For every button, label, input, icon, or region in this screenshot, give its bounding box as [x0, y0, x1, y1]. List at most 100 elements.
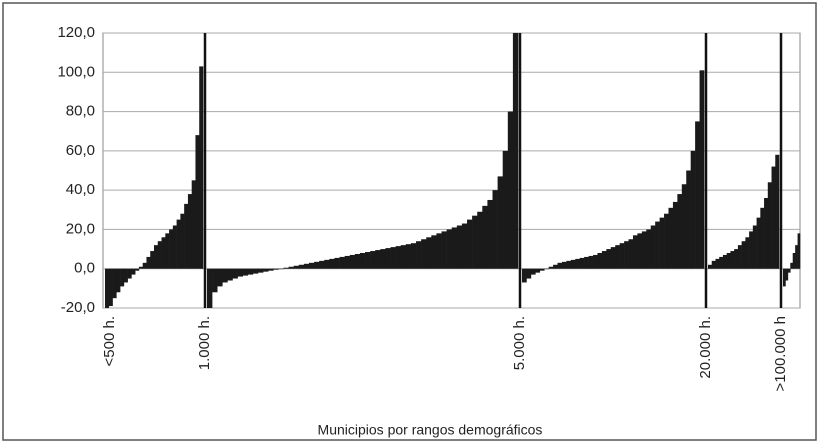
bar — [212, 268, 218, 293]
bar — [283, 267, 289, 269]
bar — [116, 268, 121, 293]
bar — [760, 207, 765, 269]
bar — [359, 253, 366, 269]
bar — [637, 233, 643, 269]
bar — [655, 221, 660, 269]
bar — [242, 268, 249, 276]
bar — [730, 251, 735, 269]
bar — [169, 229, 174, 269]
bar — [764, 198, 769, 269]
bar — [711, 260, 716, 269]
bar — [539, 268, 545, 271]
bar — [135, 268, 140, 271]
bar — [610, 247, 616, 269]
bar — [157, 241, 162, 269]
bar — [123, 268, 128, 283]
x-tick-label: 20.000 h. — [697, 316, 714, 379]
bar — [161, 237, 166, 269]
bar — [497, 176, 504, 269]
bar — [646, 229, 652, 269]
bar — [334, 257, 340, 269]
bar — [400, 245, 407, 269]
bar — [502, 150, 509, 269]
bar — [783, 268, 786, 287]
bar — [575, 258, 581, 269]
bar — [526, 268, 532, 279]
bar — [472, 215, 478, 269]
bar — [390, 247, 396, 269]
bar — [344, 255, 351, 269]
bar — [708, 264, 713, 269]
bar — [252, 268, 259, 274]
y-tick-label: 80,0 — [66, 103, 95, 120]
bar — [544, 268, 549, 270]
bar — [461, 223, 468, 269]
y-tick-label: 120,0 — [57, 24, 95, 41]
x-tick-label: 5.000 h. — [511, 316, 528, 370]
bar — [303, 263, 310, 269]
y-tick-label: 40,0 — [66, 181, 95, 198]
bar — [380, 249, 386, 269]
bar — [686, 170, 691, 269]
bar — [324, 259, 330, 269]
bar — [410, 243, 417, 269]
bar — [715, 258, 720, 269]
bar — [677, 194, 683, 269]
bar — [150, 251, 155, 269]
x-tick-label: >100.000 h — [772, 316, 789, 392]
bar — [756, 217, 761, 269]
bar — [421, 239, 427, 269]
bar — [349, 254, 356, 269]
bar — [659, 217, 665, 269]
bar — [436, 233, 442, 269]
bar — [593, 254, 598, 269]
bar — [792, 253, 796, 269]
bar — [749, 231, 754, 269]
bar — [195, 135, 200, 269]
bar — [247, 268, 254, 275]
bar — [672, 201, 678, 269]
bar — [451, 227, 458, 269]
bar — [681, 184, 687, 269]
bar — [217, 268, 223, 287]
bar — [566, 260, 572, 269]
bar — [207, 268, 213, 308]
bar — [752, 225, 757, 269]
bar — [395, 246, 402, 269]
bar — [180, 213, 185, 269]
bar — [293, 265, 300, 269]
bar — [431, 235, 437, 269]
bar — [771, 166, 776, 269]
bar — [615, 245, 620, 269]
bar — [579, 257, 585, 269]
x-tick-label: 1.000 h. — [196, 316, 213, 370]
bar — [365, 252, 371, 269]
bar — [699, 70, 705, 269]
bar — [628, 239, 634, 269]
bar — [199, 66, 204, 269]
bar — [232, 268, 238, 279]
bar — [790, 262, 794, 269]
bar — [632, 235, 638, 269]
y-tick-label: 0,0 — [74, 260, 95, 277]
bar — [268, 268, 274, 271]
bar — [553, 264, 558, 269]
bar — [477, 211, 483, 269]
bar — [588, 255, 594, 269]
bar — [487, 199, 493, 269]
bar — [601, 251, 607, 269]
bar — [570, 259, 576, 269]
bar — [606, 249, 612, 269]
bar — [441, 231, 447, 269]
bar — [146, 256, 151, 269]
y-tick-label: 100,0 — [57, 63, 95, 80]
bar — [112, 268, 117, 299]
bar — [690, 150, 696, 269]
bar — [191, 180, 196, 269]
bar — [695, 121, 700, 269]
bar — [227, 268, 233, 281]
bar — [172, 225, 177, 269]
bar — [512, 33, 519, 269]
y-tick-label: -20,0 — [61, 299, 95, 316]
bar — [319, 260, 325, 269]
